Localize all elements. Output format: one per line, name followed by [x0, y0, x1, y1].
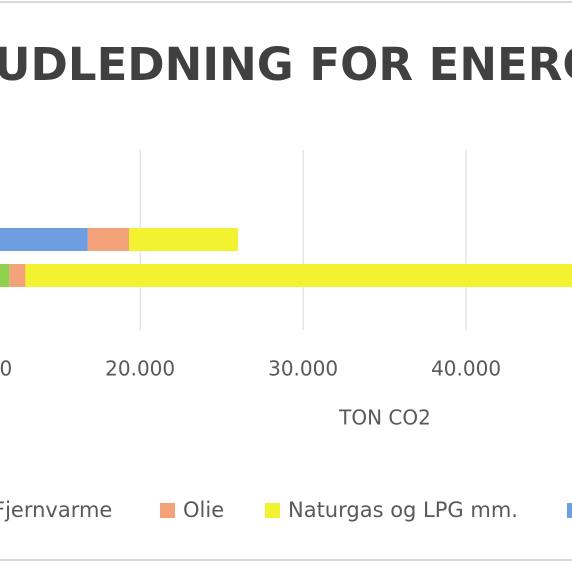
legend-swatch	[160, 503, 175, 518]
legend-swatch	[567, 503, 572, 518]
legend-label: Naturgas og LPG mm.	[288, 498, 518, 522]
legend-label: Olie	[183, 498, 224, 522]
bar-segment	[129, 228, 238, 251]
bar-segment	[9, 264, 26, 287]
x-tick-label: 40.000	[431, 357, 501, 381]
x-tick-label: 30.000	[268, 357, 338, 381]
bar-segment	[0, 264, 10, 287]
bars	[0, 228, 572, 287]
bar-segment	[25, 264, 572, 287]
chart-title: UDLEDNING FOR ENERGI	[0, 38, 572, 91]
x-tick-label: 10.000	[0, 357, 12, 381]
x-tick-label: 20.000	[105, 357, 175, 381]
bar-segment	[0, 228, 88, 251]
legend: Fjernvarme Olie Naturgas og LPG mm.	[0, 498, 572, 522]
grid: 10.000 20.000 30.000 40.000	[0, 150, 501, 381]
legend-swatch	[265, 503, 280, 518]
x-axis-title: TON CO2	[338, 406, 431, 430]
bar-segment	[87, 228, 130, 251]
legend-label: Fjernvarme	[0, 498, 112, 522]
